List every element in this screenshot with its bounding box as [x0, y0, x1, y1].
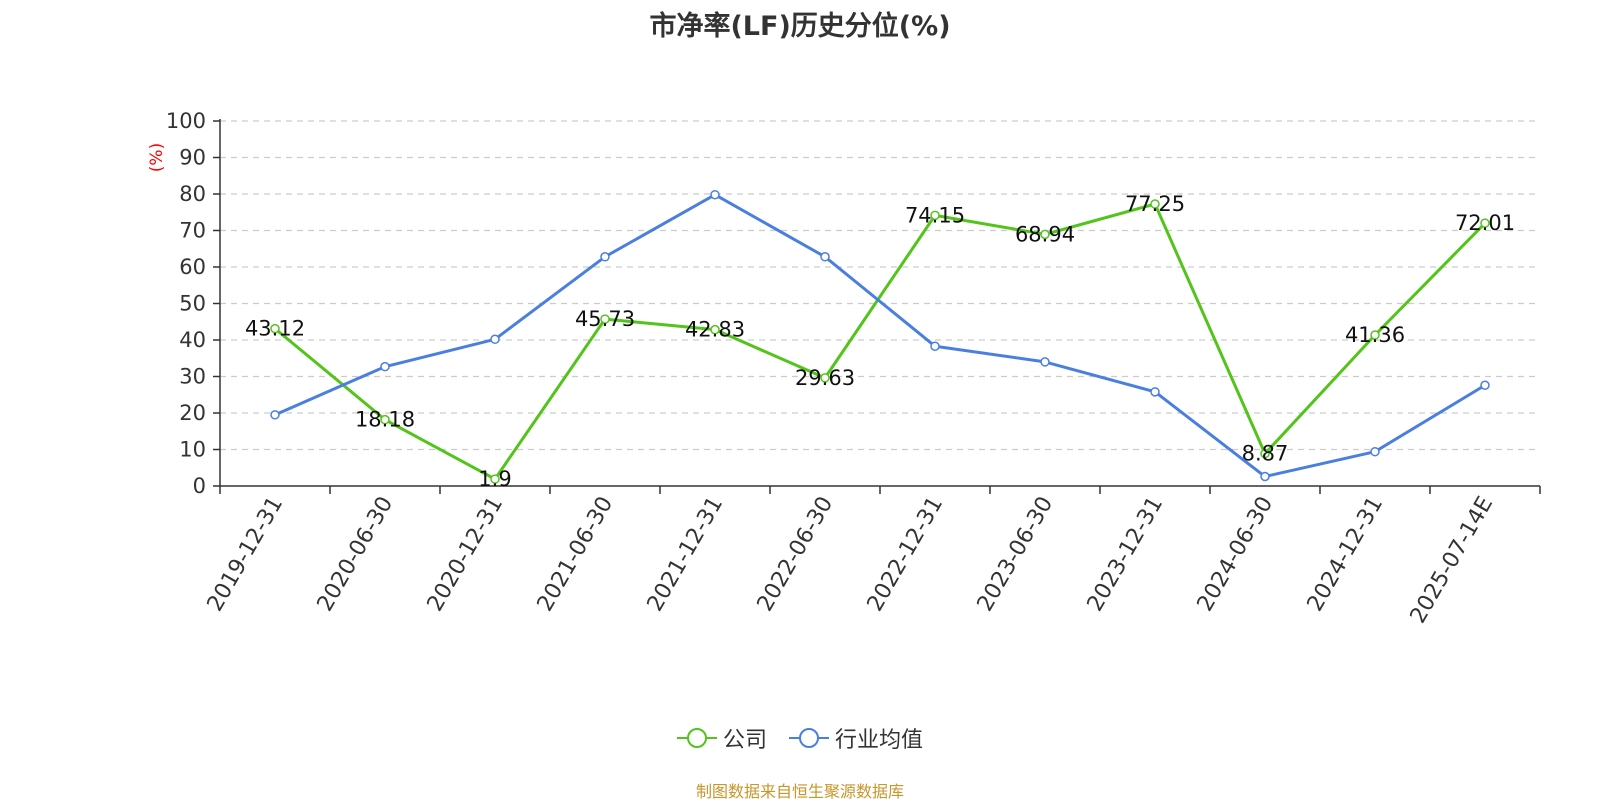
data-label: 29.63 — [795, 366, 855, 390]
data-label: 72.01 — [1455, 211, 1515, 235]
x-tick-label: 2020-12-31 — [423, 493, 509, 616]
series-line-0 — [275, 204, 1485, 479]
data-label: 1.9 — [478, 467, 511, 491]
series-1-point — [601, 253, 609, 261]
data-source-note: 制图数据来自恒生聚源数据库 — [0, 778, 1600, 802]
data-label: 41.36 — [1345, 323, 1405, 347]
data-label: 77.25 — [1125, 192, 1185, 216]
data-label: 43.12 — [245, 317, 305, 341]
legend-industry-label: 行业均值 — [835, 722, 923, 754]
y-tick-label: 50 — [179, 292, 206, 316]
series-1-point — [1481, 381, 1489, 389]
x-tick-label: 2022-12-31 — [863, 493, 949, 616]
legend-item-company[interactable]: 公司 — [677, 722, 767, 754]
data-label: 42.83 — [685, 318, 745, 342]
y-tick-label: 20 — [179, 401, 206, 425]
x-tick-label: 2022-06-30 — [753, 493, 839, 616]
series-1-point — [491, 335, 499, 343]
y-tick-label: 100 — [166, 109, 206, 133]
y-tick-label: 90 — [179, 146, 206, 170]
x-tick-label: 2021-06-30 — [533, 493, 619, 616]
data-label: 68.94 — [1015, 222, 1075, 246]
legend-company-label: 公司 — [723, 722, 767, 754]
x-tick-label: 2020-06-30 — [313, 493, 399, 616]
series-1-point — [1041, 358, 1049, 366]
x-tick-label: 2025-07-14E — [1406, 493, 1499, 628]
x-tick-label: 2019-12-31 — [203, 493, 289, 616]
series-1-point — [711, 191, 719, 199]
legend-company-marker — [677, 726, 717, 750]
x-tick-label: 2023-06-30 — [973, 493, 1059, 616]
data-label: 18.18 — [355, 408, 415, 432]
legend-item-industry[interactable]: 行业均值 — [789, 722, 923, 754]
y-tick-label: 30 — [179, 365, 206, 389]
y-tick-label: 0 — [193, 474, 206, 498]
legend-industry-marker — [789, 726, 829, 750]
x-tick-label: 2024-06-30 — [1193, 493, 1279, 616]
y-tick-label: 60 — [179, 255, 206, 279]
series-1-point — [381, 363, 389, 371]
series-1-point — [1151, 388, 1159, 396]
y-tick-label: 70 — [179, 219, 206, 243]
x-tick-label: 2024-12-31 — [1303, 493, 1389, 616]
series-1-point — [1261, 473, 1269, 481]
series-1-point — [931, 342, 939, 350]
series-1-point — [821, 253, 829, 261]
data-label: 45.73 — [575, 307, 635, 331]
x-tick-label: 2021-12-31 — [643, 493, 729, 616]
y-tick-label: 80 — [179, 182, 206, 206]
series-line-1 — [275, 195, 1485, 477]
y-tick-label: 40 — [179, 328, 206, 352]
data-label: 74.15 — [905, 203, 965, 227]
series-1-point — [271, 411, 279, 419]
y-tick-label: 10 — [179, 438, 206, 462]
legend: 公司 行业均值 — [0, 722, 1600, 754]
series-1-point — [1371, 448, 1379, 456]
y-axis-label: (%) — [147, 143, 167, 172]
x-tick-label: 2023-12-31 — [1083, 493, 1169, 616]
